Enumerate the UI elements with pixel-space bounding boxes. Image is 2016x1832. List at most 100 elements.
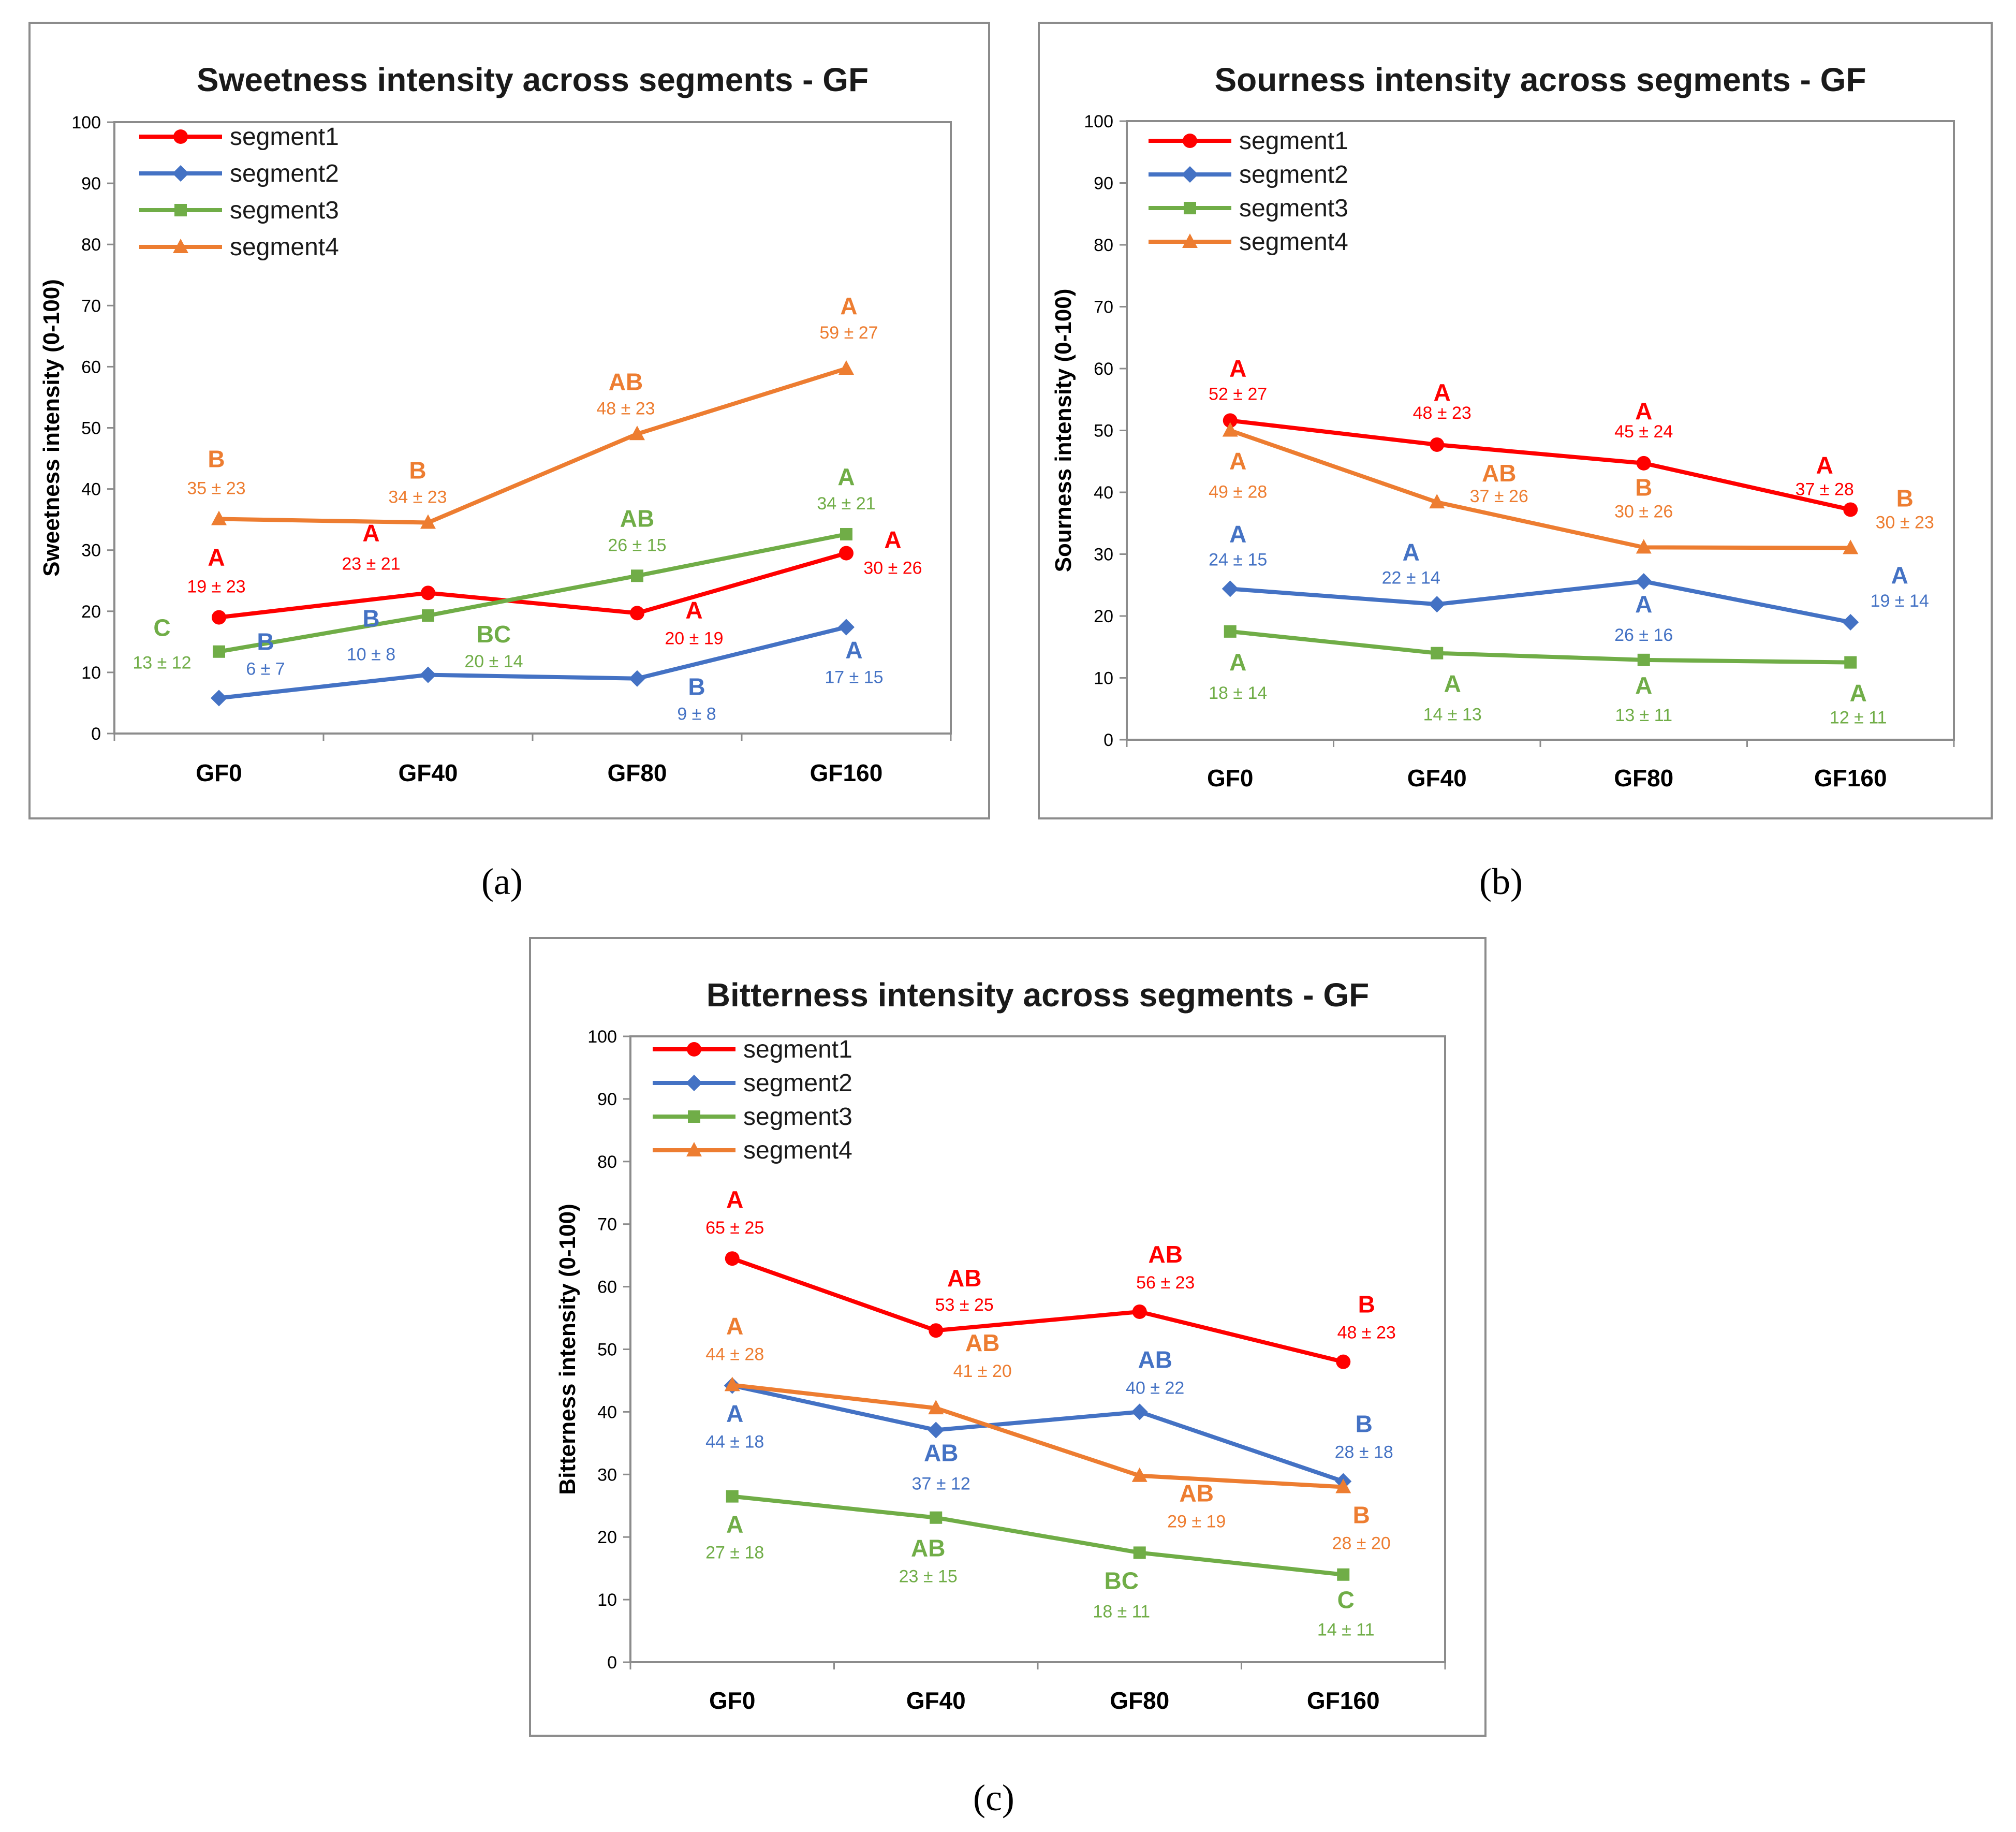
segment1-mean-sd-label: 48 ± 23 — [1337, 1323, 1396, 1343]
segment2-significance-letter: A — [1635, 591, 1652, 618]
segment1-line — [1230, 418, 1851, 512]
segment2-significance-letter: A — [1229, 520, 1246, 547]
segment3-mean-sd-label: 13 ± 12 — [133, 653, 191, 673]
chart-title: Sourness intensity across segments - GF — [1214, 61, 1866, 98]
segment1-point — [839, 546, 854, 561]
x-category-label: GF80 — [1110, 1687, 1169, 1714]
legend-marker — [1183, 134, 1197, 148]
y-tick-label: 60 — [1094, 359, 1113, 379]
segment2-significance-letter: B — [362, 605, 379, 632]
segment3-mean-sd-label: 27 ± 18 — [705, 1543, 764, 1563]
segment3-mean-sd-label: 14 ± 11 — [1317, 1620, 1375, 1640]
y-tick-label: 70 — [597, 1215, 617, 1235]
segment1-mean-sd-label: 30 ± 26 — [863, 559, 922, 578]
segment4-significance-letter: A — [840, 292, 857, 319]
segment3-significance-letter: A — [1850, 680, 1867, 707]
segment2-significance-letter: A — [1403, 538, 1420, 565]
legend-label: segment3 — [230, 197, 339, 224]
y-tick-label: 100 — [71, 113, 101, 133]
segment1-significance-letter: A — [685, 596, 702, 623]
segment4-point — [838, 360, 854, 375]
segment4-point — [1843, 539, 1859, 554]
segment4-line — [732, 1383, 1344, 1489]
y-tick-label: 100 — [1084, 112, 1113, 131]
segment1-mean-sd-label: 23 ± 21 — [342, 554, 400, 574]
segment1-mean-sd-label: 56 ± 23 — [1136, 1273, 1195, 1293]
chart-title: Bitterness intensity across segments - G… — [707, 976, 1369, 1014]
segment2-mean-sd-label: 24 ± 15 — [1209, 550, 1267, 569]
y-tick-label: 10 — [81, 663, 101, 683]
segment4-point — [928, 1400, 944, 1415]
legend-label: segment4 — [1239, 228, 1348, 256]
segment2-point — [629, 670, 645, 687]
segment3-mean-sd-label: 34 ± 21 — [817, 494, 875, 514]
segment1-mean-sd-label: 53 ± 25 — [935, 1295, 994, 1315]
segment2-significance-letter: AB — [924, 1439, 958, 1466]
segment2-mean-sd-label: 19 ± 14 — [1871, 591, 1929, 611]
segment2-mean-sd-label: 40 ± 22 — [1126, 1378, 1184, 1398]
segment3-point — [930, 1511, 943, 1524]
segment2-point — [1429, 596, 1446, 613]
segment2-mean-sd-label: 10 ± 8 — [347, 645, 395, 665]
segment1-significance-letter: AB — [947, 1265, 981, 1292]
segment1-point — [725, 1251, 740, 1266]
legend-marker — [173, 239, 188, 253]
segment4-point — [629, 426, 645, 441]
segment2-point — [1131, 1403, 1148, 1420]
segment3-mean-sd-label: 26 ± 15 — [608, 535, 666, 555]
segment1-mean-sd-label: 19 ± 23 — [187, 577, 245, 597]
segment1-point — [1636, 456, 1651, 471]
segment1-line — [218, 551, 847, 620]
y-tick-label: 50 — [1094, 421, 1113, 441]
segment1-significance-letter: A — [726, 1186, 743, 1213]
segment4-significance-letter: A — [726, 1312, 743, 1339]
legend-label: segment4 — [743, 1137, 852, 1164]
segment2-mean-sd-label: 22 ± 14 — [1382, 568, 1440, 588]
y-tick-label: 50 — [81, 419, 101, 438]
y-tick-label: 50 — [597, 1340, 617, 1360]
segment3-mean-sd-label: 18 ± 11 — [1093, 1602, 1150, 1621]
legend-label: segment3 — [1239, 195, 1348, 222]
segment4-mean-sd-label: 30 ± 26 — [1614, 502, 1673, 521]
segment2-line — [731, 1383, 1344, 1484]
segment4-line — [218, 367, 847, 525]
segment1-significance-letter: B — [1358, 1291, 1375, 1318]
segment2-significance-letter: B — [688, 673, 705, 700]
segment3-significance-letter: AB — [911, 1535, 945, 1562]
y-tick-label: 10 — [597, 1590, 617, 1610]
legend-marker — [686, 1142, 702, 1156]
x-category-label: GF0 — [709, 1687, 755, 1714]
y-axis-label: Bitterness intensity (0-100) — [555, 1204, 580, 1494]
x-category-label: GF40 — [1407, 765, 1467, 792]
segment4-mean-sd-label: 49 ± 28 — [1209, 482, 1267, 502]
y-tick-label: 40 — [597, 1402, 617, 1422]
segment1-point — [1430, 437, 1445, 452]
legend-label: segment1 — [743, 1036, 852, 1063]
segment2-significance-letter: B — [1356, 1411, 1373, 1438]
segment4-line — [1229, 428, 1851, 550]
segment4-point — [420, 514, 436, 529]
segment3-point — [1337, 1568, 1350, 1581]
segment2-mean-sd-label: 6 ± 7 — [246, 659, 285, 679]
y-tick-label: 60 — [81, 357, 101, 377]
segment4-mean-sd-label: 37 ± 26 — [1470, 487, 1528, 506]
segment3-point — [422, 609, 434, 622]
segment2-significance-letter: A — [726, 1400, 743, 1427]
segment4-significance-letter: B — [1896, 485, 1914, 512]
legend-marker — [173, 129, 188, 144]
segment2-mean-sd-label: 26 ± 16 — [1614, 625, 1673, 645]
sourness-chart-panel: Sourness intensity across segments - GF 0… — [1038, 22, 1993, 819]
y-tick-label: 30 — [81, 541, 101, 561]
y-tick-label: 0 — [91, 724, 101, 744]
y-tick-label: 40 — [1094, 483, 1113, 503]
x-category-label: GF160 — [1307, 1687, 1380, 1714]
x-category-label: GF160 — [810, 759, 883, 786]
sweetness-chart: Sweetness intensity across segments - GF… — [39, 61, 952, 786]
legend-marker — [686, 1075, 702, 1091]
y-tick-label: 0 — [1103, 730, 1113, 750]
segment4-point — [1335, 1478, 1351, 1493]
segment2-mean-sd-label: 17 ± 15 — [825, 668, 883, 687]
panel-label-a: (a) — [481, 861, 523, 902]
segment1-mean-sd-label: 37 ± 28 — [1796, 479, 1854, 499]
segment3-mean-sd-label: 20 ± 14 — [464, 652, 523, 671]
